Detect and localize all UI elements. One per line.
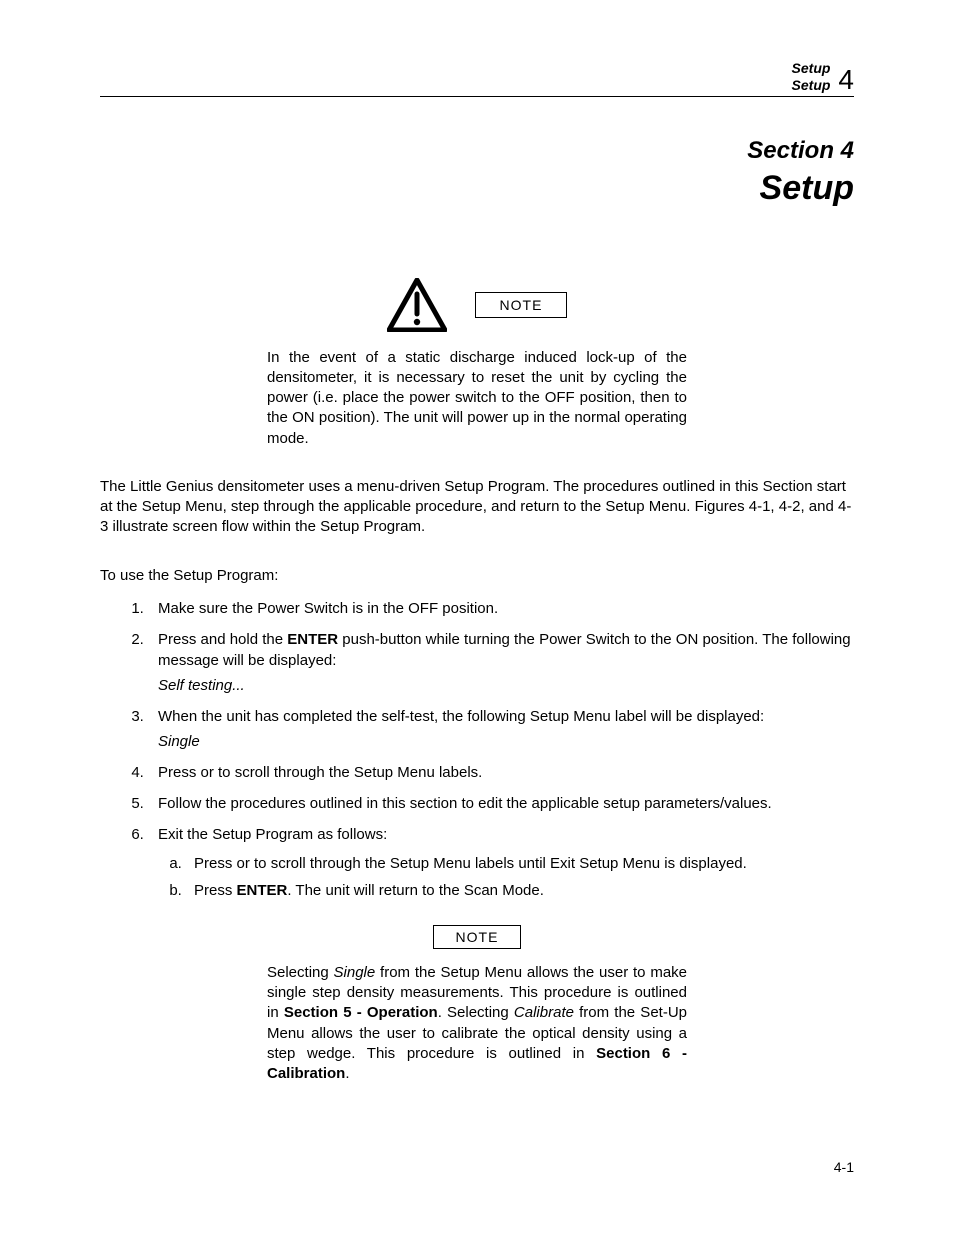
section-title: Section 4 Setup — [100, 137, 854, 208]
page-number: 4-1 — [834, 1159, 854, 1175]
step-5: Follow the procedures outlined in this s… — [148, 793, 854, 814]
header-labels: Setup Setup — [792, 60, 831, 94]
n2-t1: Selecting — [267, 964, 334, 981]
n2-t4: Section 5 - Operation — [284, 1004, 438, 1021]
note-label-2: NOTE — [456, 929, 499, 945]
section-label: Section 4 — [100, 137, 854, 165]
n2-t5: . Selecting — [438, 1004, 514, 1021]
step-4: Press or to scroll through the Setup Men… — [148, 762, 854, 783]
step-2: Press and hold the ENTER push-button whi… — [148, 629, 854, 696]
warning-icon — [387, 278, 447, 332]
note-label-box-2: NOTE — [433, 925, 522, 949]
header-line2: Setup — [792, 77, 831, 94]
page-container: Setup Setup 4 Section 4 Setup NOTE In th… — [0, 0, 954, 1124]
step-2-enter: ENTER — [287, 631, 338, 648]
step-6-sublist: Press or to scroll through the Setup Men… — [186, 853, 854, 901]
step-6b-b: . The unit will return to the Scan Mode. — [287, 882, 544, 899]
page-header: Setup Setup 4 — [100, 60, 854, 97]
section-name: Setup — [100, 169, 854, 208]
header-line1: Setup — [792, 60, 831, 77]
note-label-1: NOTE — [500, 297, 543, 313]
step-6b: Press ENTER. The unit will return to the… — [186, 880, 854, 901]
step-6-text: Exit the Setup Program as follows: — [158, 826, 387, 843]
lead-paragraph: To use the Setup Program: — [100, 566, 854, 586]
note-block-1: NOTE In the event of a static discharge … — [267, 278, 687, 449]
step-6: Exit the Setup Program as follows: Press… — [148, 824, 854, 901]
step-1: Make sure the Power Switch is in the OFF… — [148, 598, 854, 619]
n2-t2: Single — [334, 964, 376, 981]
step-6a: Press or to scroll through the Setup Men… — [186, 853, 854, 874]
step-3: When the unit has completed the self-tes… — [148, 706, 854, 752]
n2-t9: . — [345, 1065, 349, 1082]
n2-t6: Calibrate — [514, 1004, 574, 1021]
setup-steps-list: Make sure the Power Switch is in the OFF… — [148, 598, 854, 901]
note-block-2: NOTE Selecting Single from the Setup Men… — [267, 925, 687, 1085]
note-header-2: NOTE — [267, 925, 687, 949]
step-6b-a: Press — [194, 882, 237, 899]
note-header-1: NOTE — [267, 278, 687, 332]
step-3-text: When the unit has completed the self-tes… — [158, 708, 764, 725]
chapter-number: 4 — [838, 66, 854, 94]
note-text-1: In the event of a static discharge induc… — [267, 348, 687, 449]
note-label-box-1: NOTE — [475, 292, 568, 318]
step-3-msg: Single — [158, 731, 854, 752]
intro-paragraph: The Little Genius densitometer uses a me… — [100, 477, 854, 538]
step-2-text-a: Press and hold the — [158, 631, 287, 648]
note-text-2: Selecting Single from the Setup Menu all… — [267, 963, 687, 1085]
step-6b-enter: ENTER — [237, 882, 288, 899]
step-2-msg: Self testing... — [158, 675, 854, 696]
